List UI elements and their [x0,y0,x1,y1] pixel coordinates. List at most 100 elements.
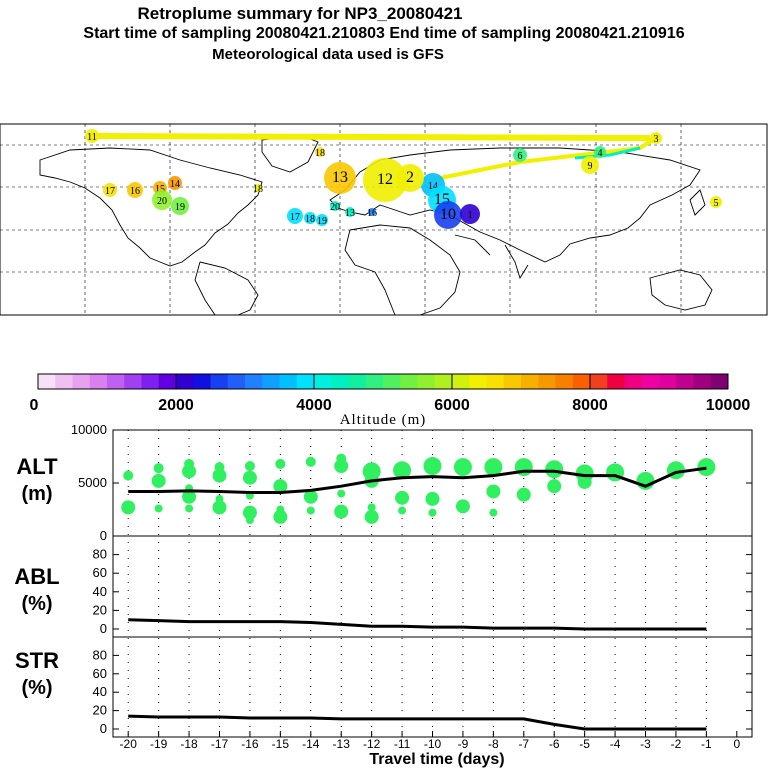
colorbar-cell [107,374,125,389]
y-tick-label: 80 [93,547,107,562]
colorbar-cell [262,374,280,389]
plume-point-label: 3 [654,134,659,145]
x-tick-label: -18 [180,737,198,751]
plume-point-label: 17 [105,186,115,197]
abl-panel-label: ABL [14,564,59,589]
alt-bubble [182,464,197,479]
x-tick-label: 0 [733,737,740,751]
colorbar-tick-label: 4000 [296,397,332,414]
alt-mean-line [128,466,707,494]
alt-bubble [455,499,470,514]
y-tick-label: 60 [93,565,107,580]
plume-point-label: 18 [253,184,263,195]
y-tick-label: 0 [100,721,107,736]
colorbar-cell [469,374,487,389]
plume-point-label: 12 [377,171,393,188]
alt-bubble [486,484,501,499]
plume-point-label: 1 [468,210,473,221]
colorbar-tick-label: 2000 [158,397,194,414]
plume-point-label: 19 [317,216,327,227]
colorbar-cell [331,374,349,389]
plume-point-label: 13 [345,208,355,219]
alt-bubble [398,506,407,515]
colorbar-cell [55,374,73,389]
colorbar-label: Altitude (m) [340,412,427,428]
plume-point-label: 4 [598,148,603,159]
plume-point-label: 14 [170,179,180,190]
colorbar-cell [607,374,625,389]
plume-point [594,146,606,158]
plume-point [168,176,182,190]
colorbar-cell [710,374,729,389]
alt-bubble [516,487,531,502]
alt-bubble [453,458,472,477]
alt-bubble [245,516,254,525]
alt-bubble [577,474,592,489]
plume-point-label: 5 [714,198,719,209]
colorbar-cell [245,374,263,389]
colorbar-cell [538,374,556,389]
plume-point [345,207,355,217]
alt-bubble [364,509,379,524]
x-tick-label: -1 [701,737,712,751]
x-tick-label: -10 [424,737,442,751]
colorbar-cell [279,374,298,389]
alt-bubble [489,508,498,517]
str-panel-label: STR [15,648,59,673]
alt-bubble [545,460,564,479]
plume-point-label: 9 [588,161,593,172]
alt-bubble [303,489,318,504]
y-tick-label: 60 [93,666,107,681]
alt-bubble [242,470,257,485]
plume-point-label: 2 [406,169,414,186]
colorbar-cell [555,374,574,389]
x-tick-label: -8 [488,737,499,751]
plume-track-siberia [429,136,658,182]
y-tick-label: 80 [93,647,107,662]
alt-bubble [393,461,412,480]
plume-point [650,132,662,144]
plume-point [127,182,143,198]
plume-point [434,201,462,229]
x-tick-label: -19 [150,737,168,751]
abl-panel-unit: (%) [21,593,52,615]
plume-point [330,201,340,211]
colorbar-cell [676,374,694,389]
plume-point-label: 10 [440,206,456,223]
plume-point [368,208,376,216]
x-tick-label: -16 [241,737,259,751]
colorbar-tick-label: 6000 [434,397,470,414]
alt-bubble [185,504,194,513]
x-tick-label: -4 [610,737,621,751]
plume-point-label: 15 [155,184,165,195]
abl-line [128,618,707,631]
alt-bubble [334,459,349,474]
alt-bubble [244,461,255,472]
plume-point-label: 20 [157,196,167,207]
colorbar-cell [521,374,539,389]
y-tick-label: 0 [100,528,107,543]
alt-bubble [425,491,440,506]
x-tick-label: -20 [120,737,138,751]
colorbar-cell [158,374,177,389]
colorbar-cell [693,374,712,389]
colorbar-tick-label: 0 [30,397,39,414]
plume-point [304,212,316,224]
plume-point-label: 6 [518,151,523,162]
chart-title: Retroplume summary for NP3_20080421 [137,4,463,23]
colorbar-cell [452,374,470,389]
time-series-panels: ALT (m) ABL (%) STR (%) 10000 5000 0 80 60 4… [14,422,753,768]
meteorological-data-subtitle: Meteorological data used is GFS [212,46,444,63]
x-tick-label: -3 [640,737,651,751]
plume-track-arctic [91,133,651,141]
colorbar-cell [348,374,367,389]
plume-point [152,190,172,210]
colorbar-cell [227,374,246,389]
x-tick-label: -12 [363,737,381,751]
y-tick-label: 10000 [71,422,107,437]
plume-point-label: 16 [130,186,140,197]
alt-bubble [182,489,197,504]
plume-point-label: 20 [330,202,340,213]
